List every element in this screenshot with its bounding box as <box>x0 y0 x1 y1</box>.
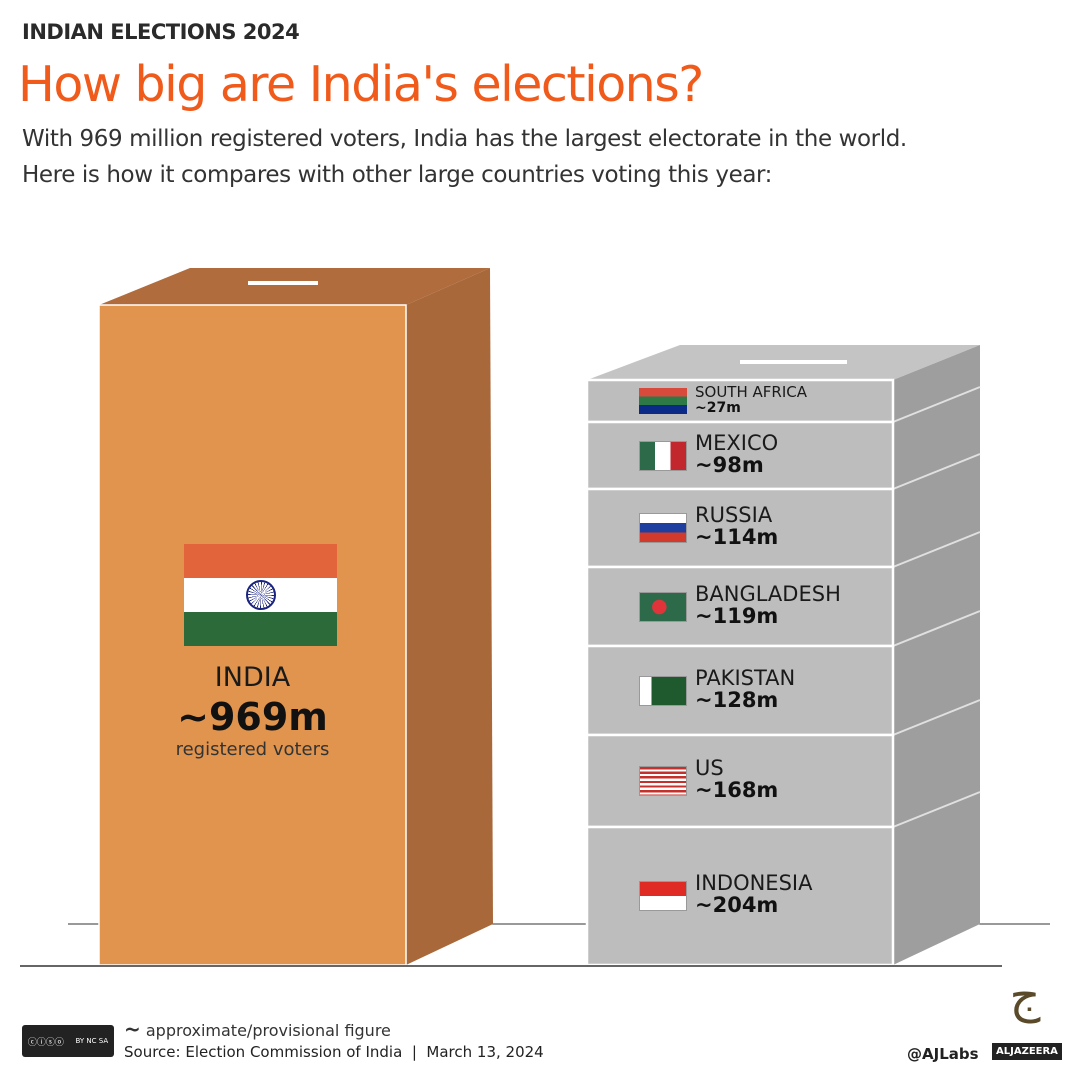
country-name: MEXICO <box>695 430 779 455</box>
country-name: BANGLADESH <box>695 581 841 606</box>
stack-segment-indonesia <box>585 825 895 967</box>
country-value: ~128m <box>695 687 779 712</box>
aljazeera-logo: ALJAZEERA <box>992 1043 1062 1060</box>
country-label: PAKISTAN ~128m <box>695 665 796 712</box>
page-title: How big are India's elections? <box>18 56 704 113</box>
footnote-text: approximate/provisional figure <box>145 1021 391 1040</box>
country-value: ~114m <box>695 525 779 550</box>
country-segment: BANGLADESH ~119m <box>587 567 893 646</box>
country-label: RUSSIA ~114m <box>695 504 778 548</box>
india-box-slot <box>248 281 318 285</box>
country-name: INDONESIA <box>695 871 813 895</box>
country-value: ~98m <box>695 452 764 477</box>
source-line: Source: Election Commission of India | M… <box>124 1043 544 1061</box>
country-name: RUSSIA <box>695 503 773 527</box>
flag-icon <box>639 881 687 911</box>
stack-segment-us <box>585 733 895 829</box>
side-divider <box>892 791 981 828</box>
kicker: INDIAN ELECTIONS 2024 <box>22 20 300 44</box>
stack-segment-mexico <box>585 420 895 491</box>
cc-icon: ⓒⓘⓢⓞ <box>27 1037 64 1048</box>
country-label: US ~168m <box>695 757 778 801</box>
country-segment: SOUTH AFRICA ~27m <box>587 380 893 422</box>
side-divider <box>892 386 981 423</box>
stack-slot <box>740 360 847 364</box>
country-name: PAKISTAN <box>695 665 796 690</box>
country-segment: PAKISTAN ~128m <box>587 646 893 735</box>
india-caption: registered voters <box>175 739 330 760</box>
country-segment: MEXICO ~98m <box>587 422 893 489</box>
country-name: US <box>695 756 724 780</box>
stack-side <box>893 345 980 965</box>
country-segment: INDONESIA ~204m <box>587 827 893 965</box>
country-label: INDONESIA ~204m <box>695 872 812 916</box>
side-divider <box>892 531 981 568</box>
flag-icon <box>639 388 687 414</box>
country-label: BANGLADESH ~119m <box>695 581 841 628</box>
india-flag <box>184 544 337 646</box>
creative-commons-badge: ⓒⓘⓢⓞ BY NC SA <box>22 1025 114 1057</box>
stack-segment-pakistan <box>585 644 895 737</box>
india-label: INDIA ~969m registered voters <box>99 662 406 760</box>
footnote: ~ approximate/provisional figure <box>124 1017 391 1041</box>
country-segment: RUSSIA ~114m <box>587 489 893 567</box>
country-value: ~119m <box>695 603 779 628</box>
cc-text: BY NC SA <box>75 1037 109 1045</box>
subtitle-line1: With 969 million registered voters, Indi… <box>22 126 907 152</box>
country-name: SOUTH AFRICA <box>695 383 807 401</box>
country-value: ~27m <box>695 399 741 416</box>
country-label: SOUTH AFRICA ~27m <box>695 383 807 416</box>
india-value: ~969m <box>177 695 328 739</box>
ajlabs-handle: @AJLabs <box>907 1045 979 1063</box>
country-segment: US ~168m <box>587 735 893 827</box>
india-box-top <box>99 268 490 305</box>
country-value: ~168m <box>695 778 779 803</box>
india-name: INDIA <box>214 662 291 693</box>
flag-icon <box>639 591 687 622</box>
flag-icon <box>639 766 687 796</box>
subtitle-line2: Here is how it compares with other large… <box>22 162 773 188</box>
flag-icon <box>639 440 687 471</box>
flag-icon <box>639 675 687 706</box>
country-value: ~204m <box>695 893 779 918</box>
stack-segment-russia <box>585 487 895 569</box>
grey-ballot-stack <box>585 345 981 967</box>
aljazeera-emblem-icon: ﺝ <box>1009 968 1041 1024</box>
side-divider <box>892 610 981 647</box>
tilde-symbol: ~ <box>124 1017 141 1041</box>
india-box-side <box>406 268 493 965</box>
flag-icon <box>639 513 687 543</box>
country-label: MEXICO ~98m <box>695 430 779 477</box>
side-divider <box>892 453 981 490</box>
side-divider <box>892 699 981 736</box>
